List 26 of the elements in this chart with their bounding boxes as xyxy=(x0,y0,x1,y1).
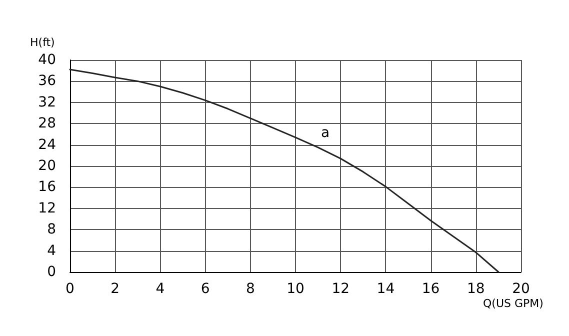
x-tick-label: 2 xyxy=(110,281,120,297)
x-tick-label: 4 xyxy=(156,281,165,297)
x-tick-label: 12 xyxy=(332,281,350,297)
y-tick-label: 0 xyxy=(47,264,56,280)
y-tick-label: 20 xyxy=(38,158,56,174)
y-tick-label: 4 xyxy=(47,242,56,259)
x-tick-label: 14 xyxy=(376,281,395,297)
x-axis-title: Q(US GPM) xyxy=(483,297,544,310)
x-tick-label: 6 xyxy=(200,281,210,297)
x-tick-label: 10 xyxy=(286,281,304,297)
y-tick-label: 40 xyxy=(38,52,56,68)
y-axis-title: H(ft) xyxy=(30,36,55,49)
x-tick-label: 18 xyxy=(466,281,485,297)
y-tick-label: 16 xyxy=(38,179,56,196)
y-tick-label: 32 xyxy=(38,94,56,110)
y-tick-label: 36 xyxy=(38,73,56,90)
y-tick-label: 8 xyxy=(47,222,56,238)
y-tick-label: 12 xyxy=(38,200,56,216)
x-tick-label: 20 xyxy=(512,281,530,297)
x-tick-label: 0 xyxy=(66,281,74,297)
line-series xyxy=(69,68,500,273)
y-tick-label: 24 xyxy=(38,136,56,153)
y-tick-label: 28 xyxy=(38,116,56,132)
x-tick-label: 8 xyxy=(246,281,255,297)
annotation: a xyxy=(321,125,330,141)
x-tick-label: 16 xyxy=(422,281,440,297)
